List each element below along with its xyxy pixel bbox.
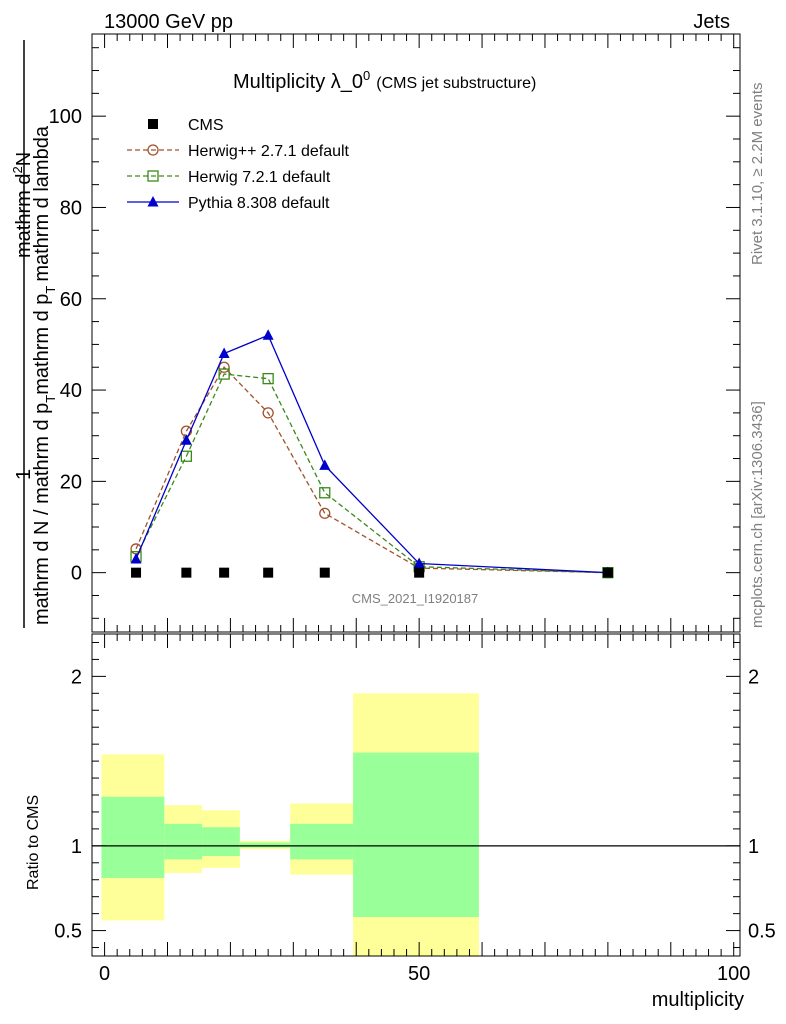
series-point-1 xyxy=(218,361,230,373)
ratio-ytick-label: 0.5 xyxy=(54,921,82,943)
ratio-band-green-2 xyxy=(202,827,240,857)
series-point-0 xyxy=(219,567,230,578)
header-right: Jets xyxy=(693,11,730,33)
ratio-band-green-5 xyxy=(353,752,479,918)
series-point-1 xyxy=(319,507,331,519)
rivet-label: Rivet 3.1.10, ≥ 2.2M events xyxy=(749,83,766,266)
main-ytick-label: 60 xyxy=(60,289,82,311)
ratio-band-green-0 xyxy=(101,796,165,879)
legend-marker-1 xyxy=(147,144,159,156)
main-ytick-label: 0 xyxy=(71,563,82,585)
legend-marker-0 xyxy=(148,119,158,129)
ratio-ytick-label-right: 0.5 xyxy=(748,921,776,943)
mcplots-label: mcplots.cern.ch [arXiv:1306.3436] xyxy=(749,401,766,628)
legend-marker-3 xyxy=(147,196,159,207)
series-point-2 xyxy=(218,368,230,380)
main-ytick-label: 20 xyxy=(60,471,82,493)
ratio-band-green-1 xyxy=(164,823,203,860)
series-point-0 xyxy=(263,567,274,578)
plot-title: Multiplicity λ_00 (CMS jet substructure) xyxy=(233,68,536,93)
xtick-label: 100 xyxy=(717,963,750,985)
main-plot: 0 20 40 60 80 100 xyxy=(49,33,741,633)
main-ytick-label: 100 xyxy=(49,106,82,128)
series-point-2 xyxy=(262,372,274,385)
series-point-0 xyxy=(602,567,613,578)
series-point-0 xyxy=(131,567,142,578)
ratio-band-green-3 xyxy=(239,842,291,848)
legend-marker-2 xyxy=(147,170,159,182)
main-ytick-label: 40 xyxy=(60,380,82,402)
series-point-0 xyxy=(319,567,330,578)
watermark: CMS_2021_I1920187 xyxy=(352,591,479,606)
series-point-3 xyxy=(319,459,331,470)
series-point-2 xyxy=(319,487,331,499)
series-point-3 xyxy=(130,552,142,564)
legend-label-0: CMS xyxy=(188,117,224,134)
ratio-plot: 0 50 100 0.5 0.5 1 1 2 2 xyxy=(54,633,776,985)
main-ylabel: 1 mathrm d2N mathrm d N / mathrm d pTmat… xyxy=(10,40,58,628)
series-point-3 xyxy=(218,347,230,359)
series-point-3 xyxy=(413,557,425,569)
header-left: 13000 GeV pp xyxy=(104,11,233,33)
xtick-label: 50 xyxy=(408,963,430,985)
legend-label-3: Pythia 8.308 default xyxy=(188,195,330,212)
ratio-ytick-label-right: 1 xyxy=(748,836,759,858)
main-frame xyxy=(91,33,741,633)
series-line-1 xyxy=(135,366,608,574)
series-point-2 xyxy=(180,450,193,462)
ratio-band-green-4 xyxy=(290,823,354,860)
ratio-ylabel: Ratio to CMS xyxy=(25,795,42,890)
main-ytick-label: 80 xyxy=(60,197,82,219)
series-point-0 xyxy=(181,567,192,578)
legend-label-2: Herwig 7.2.1 default xyxy=(188,169,331,186)
legend: CMS Herwig++ 2.7.1 default Herwig 7.2.1 de… xyxy=(127,117,350,212)
series-line-2 xyxy=(135,373,608,574)
ratio-ytick-label: 1 xyxy=(71,836,82,858)
xlabel: multiplicity xyxy=(652,989,744,1011)
ratio-ytick-label: 2 xyxy=(71,666,82,688)
series-point-3 xyxy=(262,329,274,340)
ylabel-denominator: mathrm d N / mathrm d pTmathrm d pTmathr… xyxy=(31,125,58,625)
legend-label-1: Herwig++ 2.7.1 default xyxy=(188,143,350,160)
series-line-3 xyxy=(135,334,608,574)
xtick-label: 0 xyxy=(99,963,110,985)
series-point-1 xyxy=(262,407,274,419)
series-point-0 xyxy=(414,567,425,578)
ratio-ytick-label-right: 2 xyxy=(748,666,759,688)
series-point-3 xyxy=(180,434,192,445)
